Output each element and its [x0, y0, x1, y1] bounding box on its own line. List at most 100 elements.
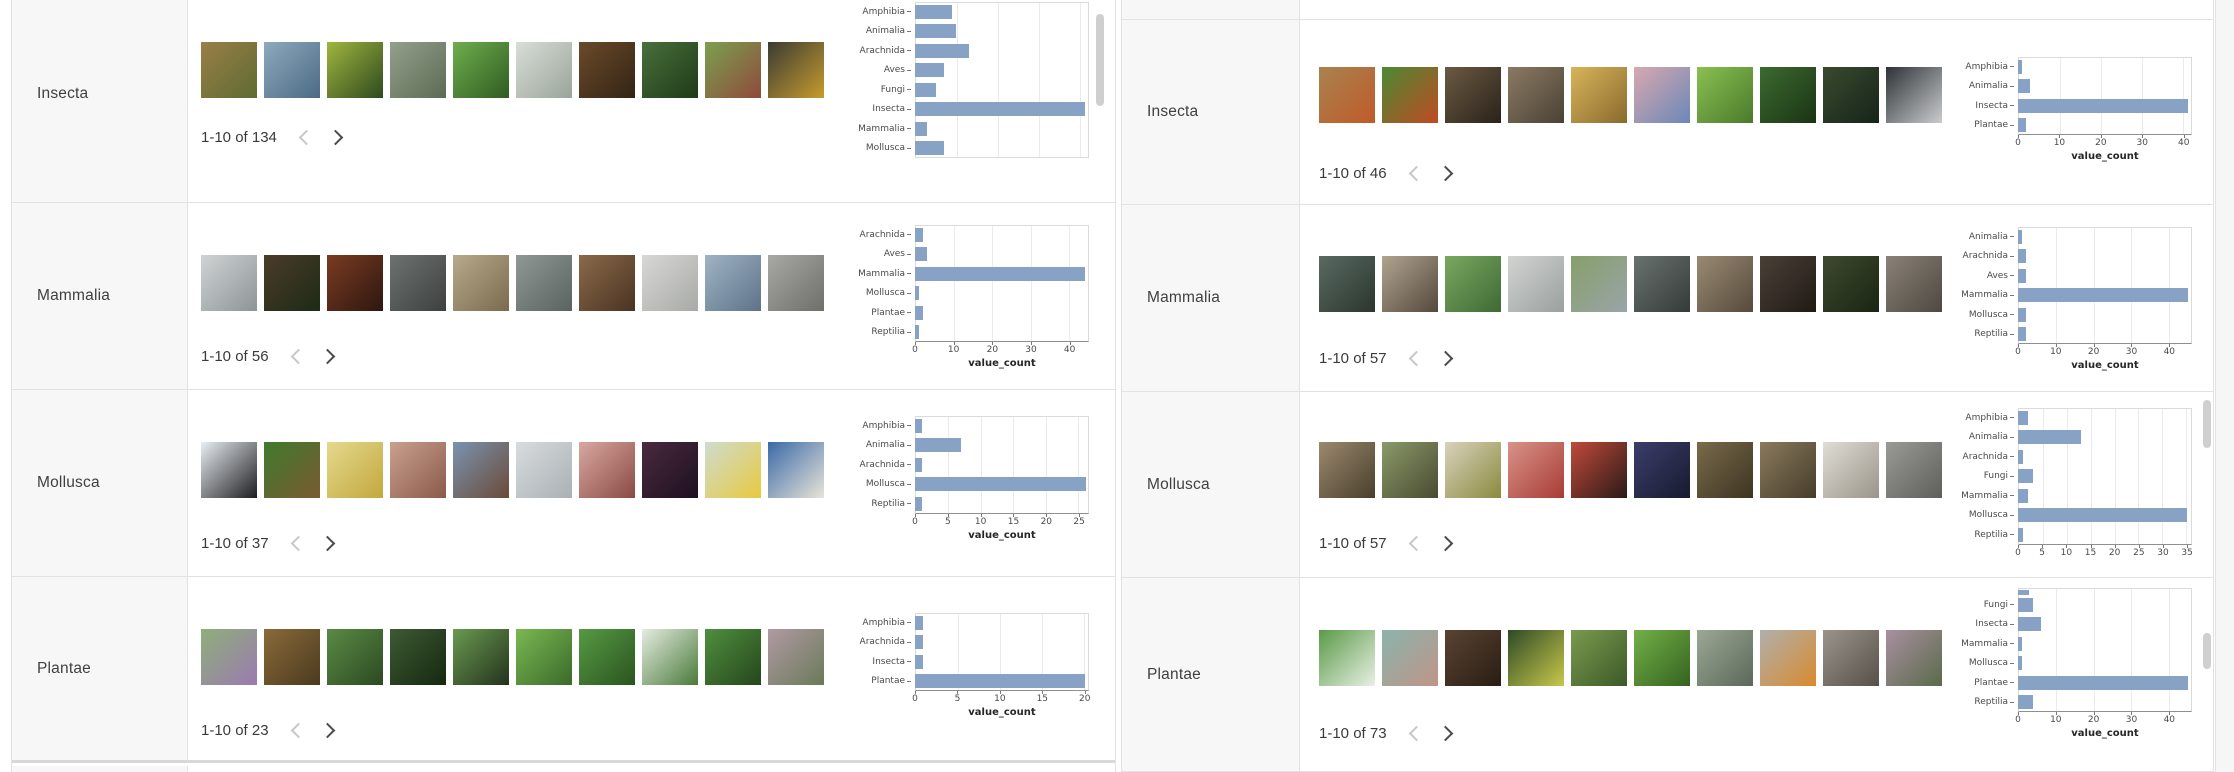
- thumbnail[interactable]: [264, 255, 320, 311]
- thumbnail[interactable]: [1571, 67, 1627, 123]
- thumbnail[interactable]: [327, 442, 383, 498]
- chevron-left-icon[interactable]: [1408, 725, 1424, 742]
- thumbnail[interactable]: [768, 442, 824, 498]
- thumbnail[interactable]: [642, 629, 698, 685]
- chevron-right-icon[interactable]: [1437, 725, 1453, 742]
- chevron-left-icon[interactable]: [1408, 165, 1424, 182]
- thumbnail[interactable]: [579, 255, 635, 311]
- thumbnail[interactable]: [1823, 630, 1879, 686]
- thumbnail[interactable]: [390, 42, 446, 98]
- thumbnail[interactable]: [201, 629, 257, 685]
- scrollbar-thumb[interactable]: [2203, 400, 2211, 448]
- thumbnail[interactable]: [768, 629, 824, 685]
- chevron-left-icon[interactable]: [1408, 535, 1424, 552]
- thumbnail[interactable]: [453, 629, 509, 685]
- thumbnail[interactable]: [1760, 630, 1816, 686]
- thumbnail[interactable]: [705, 442, 761, 498]
- thumbnail[interactable]: [705, 629, 761, 685]
- thumbnail[interactable]: [642, 42, 698, 98]
- chevron-right-icon[interactable]: [1437, 535, 1453, 552]
- thumbnail[interactable]: [327, 255, 383, 311]
- thumbnail[interactable]: [1760, 256, 1816, 312]
- thumbnail[interactable]: [1571, 256, 1627, 312]
- thumbnail[interactable]: [1634, 256, 1690, 312]
- chevron-left-icon[interactable]: [1408, 350, 1424, 367]
- thumbnail[interactable]: [1382, 442, 1438, 498]
- thumbnail[interactable]: [327, 42, 383, 98]
- thumbnail[interactable]: [264, 42, 320, 98]
- thumbnail[interactable]: [390, 255, 446, 311]
- thumbnail[interactable]: [1886, 67, 1942, 123]
- thumbnail[interactable]: [1508, 630, 1564, 686]
- thumbnail[interactable]: [264, 629, 320, 685]
- chevron-right-icon[interactable]: [1437, 165, 1453, 182]
- thumbnail[interactable]: [1823, 256, 1879, 312]
- thumbnail[interactable]: [1886, 442, 1942, 498]
- thumbnail[interactable]: [1823, 442, 1879, 498]
- thumbnail[interactable]: [579, 42, 635, 98]
- thumbnail[interactable]: [390, 442, 446, 498]
- chevron-right-icon[interactable]: [319, 722, 335, 739]
- thumbnail[interactable]: [516, 42, 572, 98]
- chevron-left-icon[interactable]: [298, 129, 315, 146]
- thumbnail[interactable]: [1697, 442, 1753, 498]
- chevron-left-icon[interactable]: [290, 535, 306, 552]
- thumbnail[interactable]: [201, 42, 257, 98]
- thumbnail[interactable]: [1445, 67, 1501, 123]
- thumbnail[interactable]: [1634, 67, 1690, 123]
- thumbnail[interactable]: [1886, 630, 1942, 686]
- thumbnail[interactable]: [705, 255, 761, 311]
- thumbnail[interactable]: [705, 42, 761, 98]
- thumbnail[interactable]: [1760, 442, 1816, 498]
- thumbnail[interactable]: [1319, 256, 1375, 312]
- thumbnail[interactable]: [642, 442, 698, 498]
- thumbnail[interactable]: [201, 442, 257, 498]
- chevron-right-icon[interactable]: [1437, 350, 1453, 367]
- thumbnail[interactable]: [1508, 256, 1564, 312]
- thumbnail[interactable]: [768, 255, 824, 311]
- chevron-right-icon[interactable]: [319, 535, 335, 552]
- thumbnail[interactable]: [453, 442, 509, 498]
- thumbnail[interactable]: [516, 255, 572, 311]
- thumbnail[interactable]: [1697, 630, 1753, 686]
- thumbnail[interactable]: [327, 629, 383, 685]
- chevron-right-icon[interactable]: [327, 129, 344, 146]
- thumbnail[interactable]: [768, 42, 824, 98]
- thumbnail[interactable]: [1697, 256, 1753, 312]
- thumbnail[interactable]: [1319, 442, 1375, 498]
- chart-category-label: Mollusca: [865, 288, 905, 299]
- thumbnail[interactable]: [1382, 67, 1438, 123]
- thumbnail[interactable]: [1445, 630, 1501, 686]
- thumbnail[interactable]: [1382, 630, 1438, 686]
- scrollbar-thumb[interactable]: [2203, 633, 2211, 669]
- thumbnail[interactable]: [1697, 67, 1753, 123]
- thumbnail[interactable]: [516, 442, 572, 498]
- thumbnail[interactable]: [1634, 442, 1690, 498]
- thumbnail[interactable]: [1760, 67, 1816, 123]
- thumbnail[interactable]: [1571, 442, 1627, 498]
- thumbnail[interactable]: [264, 442, 320, 498]
- chevron-left-icon[interactable]: [290, 722, 306, 739]
- thumbnail[interactable]: [1382, 256, 1438, 312]
- thumbnail[interactable]: [390, 629, 446, 685]
- thumbnail[interactable]: [1319, 630, 1375, 686]
- thumbnail[interactable]: [201, 255, 257, 311]
- thumbnail[interactable]: [1823, 67, 1879, 123]
- thumbnail[interactable]: [516, 629, 572, 685]
- chevron-left-icon[interactable]: [290, 348, 306, 365]
- thumbnail[interactable]: [1571, 630, 1627, 686]
- thumbnail[interactable]: [1445, 442, 1501, 498]
- chevron-right-icon[interactable]: [319, 348, 335, 365]
- thumbnail[interactable]: [1508, 442, 1564, 498]
- thumbnail[interactable]: [579, 442, 635, 498]
- thumbnail[interactable]: [642, 255, 698, 311]
- thumbnail[interactable]: [1445, 256, 1501, 312]
- thumbnail[interactable]: [1886, 256, 1942, 312]
- thumbnail[interactable]: [579, 629, 635, 685]
- thumbnail[interactable]: [1634, 630, 1690, 686]
- scrollbar-thumb[interactable]: [1096, 14, 1104, 106]
- thumbnail[interactable]: [1319, 67, 1375, 123]
- thumbnail[interactable]: [453, 42, 509, 98]
- thumbnail[interactable]: [1508, 67, 1564, 123]
- thumbnail[interactable]: [453, 255, 509, 311]
